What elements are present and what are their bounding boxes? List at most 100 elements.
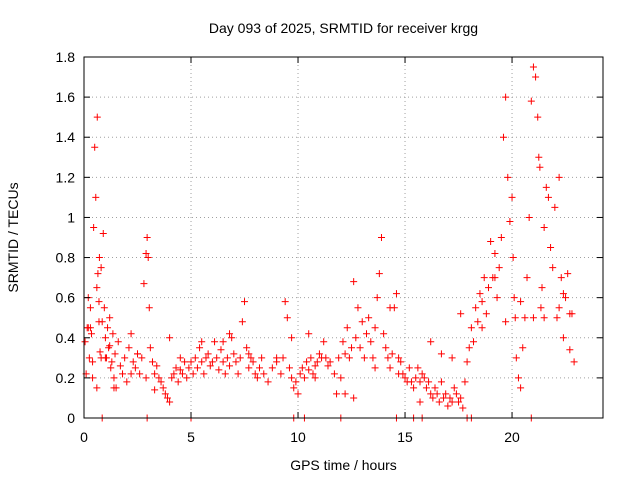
- data-point: [360, 354, 368, 362]
- data-point: [221, 370, 229, 378]
- data-point: [93, 284, 101, 292]
- data-point: [106, 342, 114, 350]
- chart-title: Day 093 of 2025, SRMTID for receiver krg…: [209, 20, 478, 36]
- data-point: [392, 290, 400, 298]
- axis-ticks: 0 0.2 0.4 0.6 0.8 1 1.2 1.4 1.6 1.8 0 5 10 15 20: [56, 49, 603, 445]
- data-point: [238, 318, 246, 326]
- data-point: [437, 350, 445, 358]
- data-point: [386, 304, 394, 312]
- data-point: [281, 298, 289, 306]
- data-point: [136, 370, 144, 378]
- data-point: [352, 334, 360, 342]
- data-point: [427, 338, 435, 346]
- data-point: [93, 113, 101, 121]
- data-point: [401, 374, 409, 382]
- data-point: [478, 298, 486, 306]
- data-series-srmtid: [81, 63, 578, 422]
- data-point: [444, 402, 452, 410]
- data-point: [529, 63, 537, 71]
- data-point: [365, 314, 373, 322]
- data-point: [313, 358, 321, 366]
- data-point: [348, 344, 356, 352]
- data-point: [241, 298, 249, 306]
- data-point: [219, 358, 227, 366]
- data-point: [512, 354, 520, 362]
- data-point: [540, 314, 548, 322]
- data-point: [416, 398, 424, 406]
- data-point: [110, 384, 118, 392]
- data-point: [566, 310, 574, 318]
- data-point: [414, 364, 422, 372]
- grid: [84, 57, 603, 418]
- data-point: [320, 338, 328, 346]
- y-tick-label: 1.4: [56, 129, 76, 145]
- data-point: [172, 364, 180, 372]
- data-point: [151, 386, 159, 394]
- data-point: [508, 193, 516, 201]
- data-point: [85, 354, 93, 362]
- data-point: [125, 344, 133, 352]
- data-point: [183, 374, 191, 382]
- data-point: [555, 304, 563, 312]
- y-tick-label: 1.6: [56, 89, 76, 105]
- y-tick-label: 0: [67, 410, 75, 426]
- data-point: [92, 193, 100, 201]
- data-point: [482, 310, 490, 318]
- data-point: [288, 334, 296, 342]
- data-point: [89, 374, 97, 382]
- data-point: [181, 358, 189, 366]
- data-point: [437, 378, 445, 386]
- data-point: [427, 390, 435, 398]
- plot-frame: [83, 56, 604, 419]
- data-point: [448, 354, 456, 362]
- data-point: [465, 344, 473, 352]
- data-point: [405, 364, 413, 372]
- data-point: [440, 394, 448, 402]
- data-point: [129, 358, 137, 366]
- data-point: [142, 250, 150, 258]
- data-point: [217, 346, 225, 354]
- data-point: [232, 358, 240, 366]
- data-point: [163, 394, 171, 402]
- data-point: [476, 290, 484, 298]
- data-point: [536, 163, 544, 171]
- data-point: [431, 384, 439, 392]
- data-point: [420, 374, 428, 382]
- data-point: [422, 384, 430, 392]
- data-point: [484, 284, 492, 292]
- data-point: [525, 213, 533, 221]
- data-point: [198, 338, 206, 346]
- data-point: [127, 370, 135, 378]
- data-point: [144, 254, 152, 262]
- data-point: [290, 384, 298, 392]
- y-tick-label: 0.4: [56, 330, 76, 346]
- data-point: [294, 390, 302, 398]
- data-point: [134, 350, 142, 358]
- data-point: [474, 318, 482, 326]
- data-point: [384, 354, 392, 362]
- data-point: [416, 378, 424, 386]
- data-point: [511, 314, 519, 322]
- data-point: [324, 362, 332, 370]
- data-point: [521, 314, 529, 322]
- data-point: [495, 264, 503, 272]
- data-point: [191, 354, 199, 362]
- data-point: [382, 344, 390, 352]
- data-point: [549, 264, 557, 272]
- data-point: [540, 223, 548, 231]
- data-point: [442, 390, 450, 398]
- data-point: [99, 229, 107, 237]
- data-point: [251, 370, 259, 378]
- data-point: [223, 354, 231, 362]
- data-point: [81, 338, 89, 346]
- data-point: [110, 374, 118, 382]
- data-point: [198, 358, 206, 366]
- data-point: [504, 173, 512, 181]
- data-point: [517, 298, 525, 306]
- data-point: [89, 358, 97, 366]
- data-point: [279, 354, 287, 362]
- data-point: [377, 234, 385, 241]
- data-point: [559, 290, 567, 298]
- data-point: [497, 234, 505, 241]
